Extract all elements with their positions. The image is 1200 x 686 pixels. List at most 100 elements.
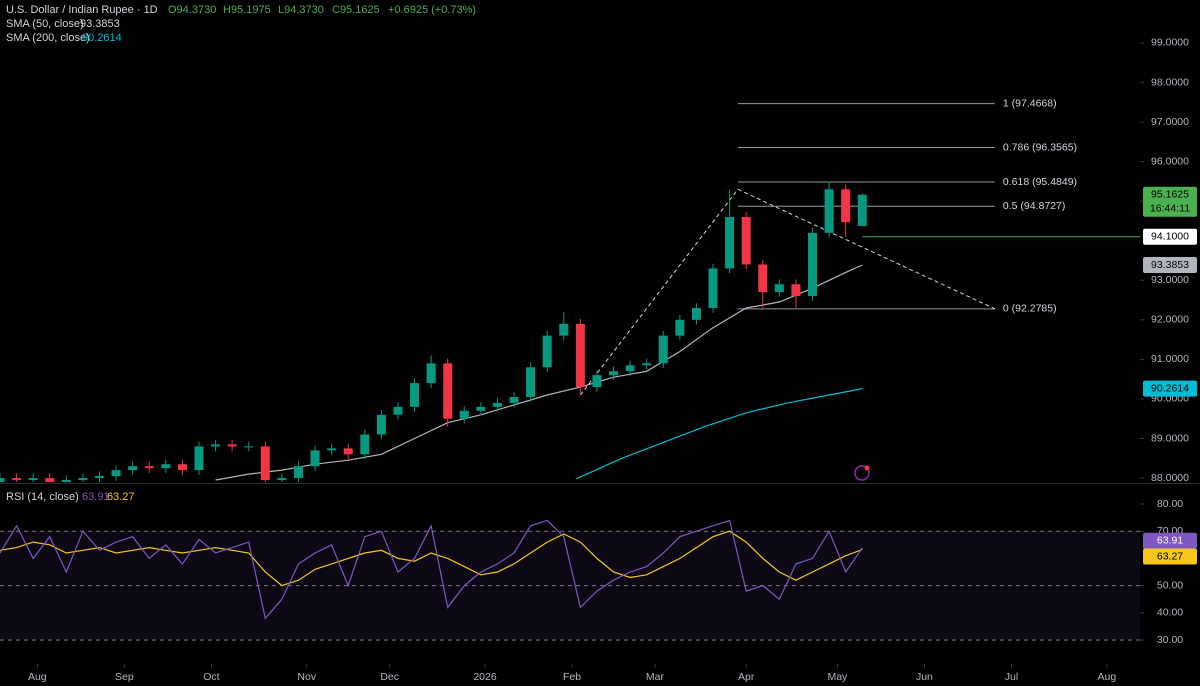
fib-label: 0.618 (95.4849): [1003, 176, 1077, 188]
sma-line: [215, 264, 863, 481]
y-tick-label: 30.00: [1157, 634, 1183, 646]
candle-body: [393, 406, 403, 415]
x-tick-label: May: [827, 671, 848, 683]
symbol-title: U.S. Dollar / Indian Rupee · 1D: [6, 4, 158, 16]
candle-body: [128, 466, 138, 471]
y-tick-label: 93.0000: [1151, 274, 1189, 286]
candle-body: [28, 478, 38, 481]
candle-body: [625, 365, 635, 372]
ohlc-open: O94.3730: [168, 4, 216, 16]
rsi-badge: 63.91: [1157, 535, 1183, 547]
x-tick-label: Dec: [380, 671, 399, 683]
hline-badge-bg: [1143, 228, 1197, 245]
y-tick-label: 99.0000: [1151, 37, 1189, 49]
candle-body: [111, 470, 121, 477]
fib-label: 1 (97.4668): [1003, 97, 1057, 109]
candle-body: [78, 478, 88, 481]
candle-body: [791, 284, 801, 297]
candle-body: [725, 216, 735, 269]
ohlc-high: H95.1975: [223, 4, 271, 16]
candle-body: [476, 406, 486, 411]
event-dot: [864, 465, 870, 471]
y-tick-label: 96.0000: [1151, 155, 1189, 167]
y-tick-label: 92.0000: [1151, 314, 1189, 326]
candle-body: [61, 480, 71, 482]
x-tick-label: Jul: [1005, 671, 1018, 683]
last-price-badge: 95.1625: [1151, 189, 1189, 201]
candle-body: [194, 446, 204, 471]
y-tick-label: 50.00: [1157, 579, 1183, 591]
candle-body: [161, 464, 171, 469]
candle-body: [741, 216, 751, 265]
sma50-badge-bg: [1143, 257, 1197, 274]
candle-body: [642, 363, 652, 366]
candle-body: [824, 189, 834, 233]
sma200-name: SMA (200, close): [6, 32, 90, 44]
candle-body: [0, 478, 5, 482]
candle-body: [426, 363, 436, 384]
candle-body: [808, 232, 818, 297]
rsi-badge-bg: [1143, 548, 1197, 565]
candle-body: [443, 363, 453, 419]
rsi-line: [0, 530, 863, 587]
y-tick-label: 97.0000: [1151, 116, 1189, 128]
x-tick-label: Sep: [115, 671, 134, 683]
rsi-value: 63.91: [82, 491, 110, 503]
y-tick-label: 80.00: [1157, 498, 1183, 510]
ohlc-low: L94.3730: [278, 4, 324, 16]
x-tick-label: Feb: [563, 671, 581, 683]
candle-body: [542, 335, 552, 368]
candle-body: [575, 323, 585, 388]
sma50-badge: 93.3853: [1151, 259, 1189, 271]
candle-body: [227, 444, 237, 447]
candle-body: [410, 383, 420, 407]
candle-body: [691, 307, 701, 320]
x-tick-label: 2026: [473, 671, 497, 683]
y-tick-label: 88.0000: [1151, 472, 1189, 484]
rsi-title: RSI (14, close): [6, 491, 79, 503]
sma50-name: SMA (50, close): [6, 18, 84, 30]
last-price-badge-countdown: 16:44:11: [1150, 203, 1190, 215]
sma200-value: 90.2614: [82, 32, 122, 44]
candle-body: [244, 446, 254, 448]
candle-body: [559, 323, 569, 336]
sma-line: [575, 388, 863, 480]
rsi-pane: [0, 519, 1140, 641]
candle-body: [857, 194, 867, 226]
x-tick-label: Mar: [646, 671, 665, 683]
candle-body: [774, 284, 784, 293]
candle-body: [211, 444, 221, 447]
y-tick-label: 91.0000: [1151, 353, 1189, 365]
x-tick-label: Jun: [916, 671, 933, 683]
rsi-ma-value: 63.27: [107, 491, 135, 503]
candle-body: [758, 264, 768, 293]
candle-body: [343, 448, 353, 455]
x-tick-label: Aug: [1097, 671, 1116, 683]
event-icon[interactable]: [854, 465, 870, 481]
x-tick-label: Nov: [297, 671, 316, 683]
candle-body: [592, 375, 602, 388]
y-tick-label: 40.00: [1157, 607, 1183, 619]
candle-body: [327, 448, 337, 451]
y-tick-label: 89.0000: [1151, 432, 1189, 444]
x-tick-label: Aug: [28, 671, 47, 683]
candle-body: [260, 446, 270, 481]
candle-body: [144, 466, 154, 469]
candle-body: [360, 434, 370, 455]
rsi-badge-bg: [1143, 532, 1197, 549]
rsi-badge: 63.27: [1157, 550, 1183, 562]
candle-body: [675, 319, 685, 336]
candle-body: [277, 478, 287, 481]
candle-body: [310, 450, 320, 467]
axes: 99.000098.000097.000096.000095.000093.00…: [28, 37, 1197, 683]
hline-badge: 94.1000: [1151, 231, 1189, 243]
x-tick-label: Oct: [203, 671, 219, 683]
sma200-badge: 90.2614: [1151, 382, 1189, 394]
last-price-badge-bg: [1143, 186, 1197, 217]
rsi-line: [0, 519, 863, 620]
candle-body: [177, 464, 187, 471]
candle-body: [94, 476, 104, 479]
candle-body: [492, 402, 502, 407]
